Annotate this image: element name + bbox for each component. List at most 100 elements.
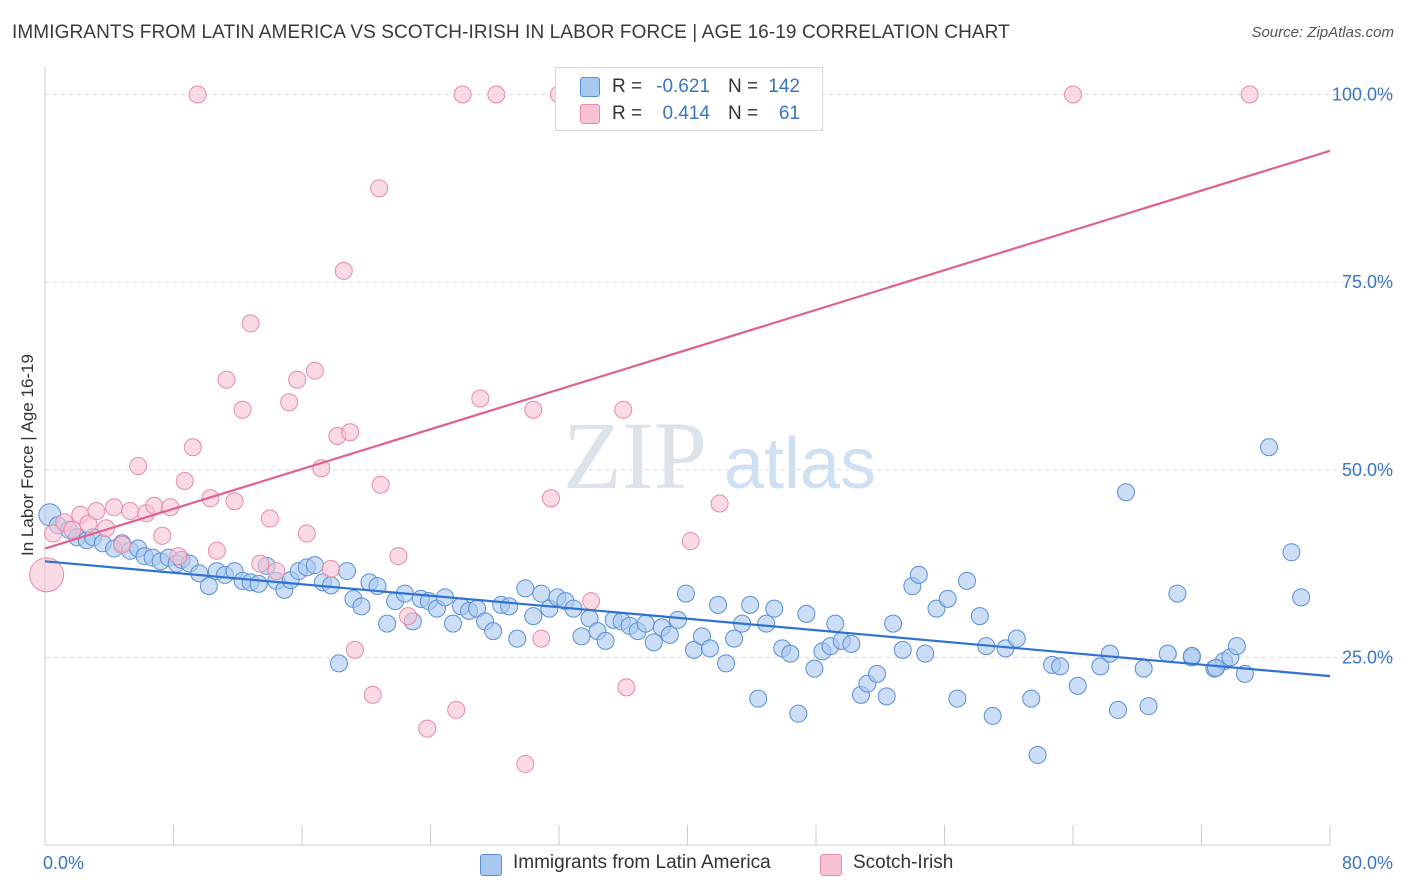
label-layer: 25.0% 50.0% 75.0% 100.0% 0.0% 80.0% — [43, 85, 1393, 873]
y-tick-label: 25.0% — [1342, 647, 1393, 667]
latin-america-point — [781, 644, 800, 663]
latin-america-point — [443, 614, 462, 633]
latin-america-point — [1108, 700, 1127, 719]
scotch-irish-point — [97, 519, 116, 538]
axis-layer — [44, 67, 1331, 846]
scotch-irish-point — [207, 541, 226, 560]
latin-america-point — [741, 595, 760, 614]
source-label: Source: ZipAtlas.com — [1251, 24, 1394, 41]
latin-america-point — [668, 610, 687, 629]
scotch-irish-point — [346, 640, 365, 659]
correlation-legend: R = -0.621 N = 142 R = 0.414 N = 61 — [555, 67, 823, 131]
scotch-irish-point — [251, 554, 270, 573]
scotch-irish-point — [121, 502, 140, 521]
scotch-irish-point — [370, 179, 389, 198]
latin-america-point — [970, 607, 989, 626]
latin-america-point — [757, 614, 776, 633]
grid-layer — [45, 94, 1395, 658]
latin-america-point — [660, 625, 679, 644]
scotch-irish-point — [188, 85, 207, 104]
scotch-irish-point — [297, 524, 316, 543]
scotch-irish-point — [280, 393, 299, 412]
latin-america-point — [938, 589, 957, 608]
trend-layer — [44, 149, 1331, 678]
scotch-irish-point — [524, 400, 543, 419]
scotch-irish-point — [113, 535, 132, 554]
latin-america-point — [1051, 657, 1070, 676]
latin-america-point — [893, 640, 912, 659]
blue-swatch-icon — [480, 854, 502, 876]
latin-america-point — [717, 654, 736, 673]
latin-america-point — [249, 574, 268, 593]
chart-title: IMMIGRANTS FROM LATIN AMERICA VS SCOTCH-… — [12, 22, 1010, 43]
scotch-irish-point — [105, 498, 124, 517]
latin-america-point — [484, 622, 503, 641]
x-tick-label: 80.0% — [1342, 853, 1393, 873]
scotch-irish-point — [225, 492, 244, 511]
scotch-irish-point — [233, 400, 252, 419]
latin-america-point — [1139, 697, 1158, 716]
latin-america-point — [329, 654, 348, 673]
latin-america-point — [1134, 659, 1153, 678]
latin-america-point — [1158, 644, 1177, 663]
latin-america-point — [948, 689, 967, 708]
latin-america-point — [1091, 657, 1110, 676]
watermark-atlas: atlas — [724, 424, 876, 504]
latin-america-point — [378, 614, 397, 633]
legend-label: Scotch-Irish — [853, 852, 954, 873]
latin-america-point — [1007, 629, 1026, 648]
latin-america-point — [765, 599, 784, 618]
latin-america-point — [352, 597, 371, 616]
scotch-irish-point — [471, 389, 490, 408]
y-tick-label: 100.0% — [1332, 85, 1393, 105]
latin-america-point — [1206, 658, 1225, 677]
scotch-irish-point — [447, 700, 466, 719]
n-label: N = — [728, 76, 759, 97]
latin-america-point — [516, 579, 535, 598]
latin-america-point — [1100, 644, 1119, 663]
latin-america-point — [1022, 689, 1041, 708]
latin-america-point — [1182, 646, 1201, 665]
latin-america-point — [1168, 584, 1187, 603]
scotch-irish-point — [44, 524, 63, 543]
n-label: N = — [728, 103, 759, 124]
scotch-irish-point — [63, 520, 82, 539]
latin-america-point — [199, 577, 218, 596]
watermark-zip: ZIP — [563, 402, 707, 509]
legend-label: Immigrants from Latin America — [513, 852, 771, 873]
latin-america-point — [596, 631, 615, 650]
legend-row-blue: R = -0.621 N = 142 — [556, 74, 822, 100]
latin-america-point — [500, 597, 519, 616]
watermark-layer: ZIP atlas — [563, 402, 876, 509]
n-value: 142 — [768, 76, 800, 97]
r-label: R = — [612, 76, 643, 97]
scotch-irish-point — [241, 314, 260, 333]
scotch-irish-point — [175, 472, 194, 491]
r-value: -0.621 — [656, 76, 710, 97]
scotch-irish-point — [183, 438, 202, 457]
latin-america-point — [644, 633, 663, 652]
latin-america-point — [826, 614, 845, 633]
r-value: 0.414 — [662, 103, 710, 124]
latin-america-point — [636, 614, 655, 633]
scotch-irish-point — [334, 261, 353, 280]
scotch-irish-point — [614, 400, 633, 419]
scotch-irish-trendline — [44, 149, 1331, 550]
scotch-irish-point — [341, 423, 360, 442]
latin-america-point — [983, 706, 1002, 725]
scotch-irish-point — [129, 457, 148, 476]
latin-america-point — [1259, 438, 1278, 457]
legend-row-pink: R = 0.414 N = 61 — [556, 101, 822, 127]
scotch-irish-point — [169, 547, 188, 566]
y-axis-label-wrap: In Labor Force | Age 16-19 — [0, 0, 40, 892]
latin-america-point — [709, 595, 728, 614]
n-value: 61 — [778, 103, 800, 124]
scotch-irish-point — [321, 559, 340, 578]
latin-america-point — [508, 629, 527, 648]
scotch-irish-point — [582, 592, 601, 611]
scotch-irish-point — [681, 532, 700, 551]
scotch-irish-point — [418, 719, 437, 738]
latin-america-point — [524, 607, 543, 626]
scotch-irish-point — [389, 547, 408, 566]
latin-america-point — [572, 627, 591, 646]
